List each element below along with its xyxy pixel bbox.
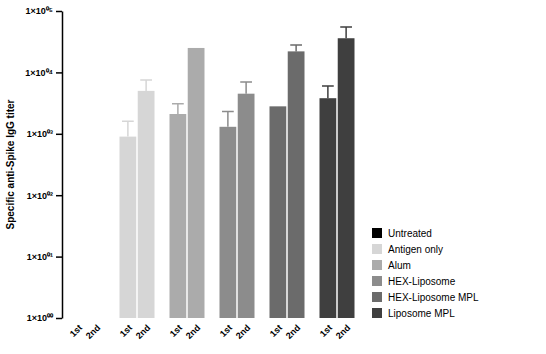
y-tick: 1×10⁰⁴ — [25, 68, 62, 78]
y-tick: 1×10⁰¹ — [27, 252, 62, 262]
x-tick-label: 2nd — [334, 323, 352, 341]
x-tick: 2nd — [184, 318, 202, 341]
bar — [170, 114, 187, 318]
legend-label: Liposome MPL — [388, 308, 455, 319]
y-tick-label: 1×10⁰⁰ — [27, 313, 54, 323]
y-tick-mark — [56, 72, 62, 74]
x-tick-label: 1st — [268, 323, 284, 339]
x-tick-label: 1st — [68, 323, 84, 339]
error-bar — [140, 80, 152, 91]
y-tick-label: 1×10⁰⁴ — [25, 68, 53, 78]
chart: 1×10⁰⁰ 1×10⁰¹ 1×10⁰² 1×10⁰³ 1×10⁰⁴ 1×10⁰⁵ Spec… — [0, 0, 546, 354]
y-tick-mark — [56, 256, 62, 258]
error-bar — [340, 27, 352, 38]
x-tick-label: 1st — [168, 323, 184, 339]
legend-label: Untreated — [388, 228, 432, 239]
error-bar — [290, 45, 302, 51]
x-tick: 1st — [118, 318, 134, 339]
x-axis: 1st2nd1st2nd1st2nd1st2nd1st2nd1st2nd — [68, 318, 353, 341]
bars — [120, 27, 355, 318]
legend-item: Antigen only — [372, 244, 443, 255]
x-tick: 2nd — [234, 318, 252, 341]
bar — [220, 127, 237, 318]
y-tick-mark — [56, 318, 62, 320]
y-tick-label: 1×10⁰³ — [27, 129, 53, 139]
legend-label: Antigen only — [388, 244, 443, 255]
y-tick-label: 1×10⁰⁵ — [26, 6, 54, 16]
y-tick-label: 1×10⁰² — [27, 191, 53, 201]
y-tick: 1×10⁰³ — [27, 129, 62, 139]
x-tick: 2nd — [334, 318, 352, 341]
legend-label: Alum — [388, 260, 411, 271]
y-tick-label: 1×10⁰¹ — [27, 252, 53, 262]
bar — [238, 94, 255, 318]
x-tick-label: 1st — [318, 323, 334, 339]
x-tick-label: 2nd — [184, 323, 202, 341]
y-axis-line — [62, 12, 64, 319]
legend-swatch — [372, 308, 382, 318]
x-tick-label: 2nd — [84, 323, 102, 341]
bar — [320, 98, 337, 318]
bar — [138, 91, 155, 318]
legend-item: HEX-Liposome MPL — [372, 292, 479, 303]
x-tick: 2nd — [134, 318, 152, 341]
x-tick-label: 1st — [118, 323, 134, 339]
y-axis-title: Specific anti-Spike IgG titer — [5, 99, 16, 229]
legend-swatch — [372, 276, 382, 286]
legend: Untreated Antigen only Alum HEX-Liposome HEX… — [372, 228, 479, 319]
bar — [188, 48, 205, 318]
y-tick-mark — [56, 11, 62, 13]
y-tick: 1×10⁰⁵ — [26, 6, 63, 16]
legend-item: HEX-Liposome — [372, 276, 456, 287]
x-tick: 2nd — [84, 318, 102, 341]
y-axis: 1×10⁰⁰ 1×10⁰¹ 1×10⁰² 1×10⁰³ 1×10⁰⁴ 1×10⁰⁵ — [25, 6, 62, 323]
bar — [288, 51, 305, 318]
y-tick-mark — [56, 134, 62, 136]
bar — [120, 137, 137, 318]
x-tick: 1st — [318, 318, 334, 339]
y-tick: 1×10⁰² — [27, 191, 62, 201]
x-tick-label: 1st — [218, 323, 234, 339]
error-bar — [122, 121, 134, 136]
y-tick-mark — [56, 195, 62, 197]
bar — [338, 38, 355, 318]
legend-item: Untreated — [372, 228, 432, 239]
error-bar — [222, 112, 234, 127]
legend-label: HEX-Liposome MPL — [388, 292, 479, 303]
x-tick-label: 2nd — [234, 323, 252, 341]
bar — [270, 106, 287, 318]
error-bar — [172, 104, 184, 114]
x-tick: 1st — [168, 318, 184, 339]
legend-swatch — [372, 228, 382, 238]
error-bar — [240, 82, 252, 94]
x-tick: 2nd — [284, 318, 302, 341]
legend-swatch — [372, 260, 382, 270]
x-tick: 1st — [218, 318, 234, 339]
legend-item: Liposome MPL — [372, 308, 455, 319]
legend-item: Alum — [372, 260, 411, 271]
x-tick-label: 2nd — [284, 323, 302, 341]
x-tick: 1st — [68, 318, 84, 339]
legend-swatch — [372, 244, 382, 254]
x-tick: 1st — [268, 318, 284, 339]
legend-swatch — [372, 292, 382, 302]
error-bar — [322, 86, 334, 98]
x-tick-label: 2nd — [134, 323, 152, 341]
y-tick: 1×10⁰⁰ — [27, 313, 62, 323]
legend-label: HEX-Liposome — [388, 276, 456, 287]
